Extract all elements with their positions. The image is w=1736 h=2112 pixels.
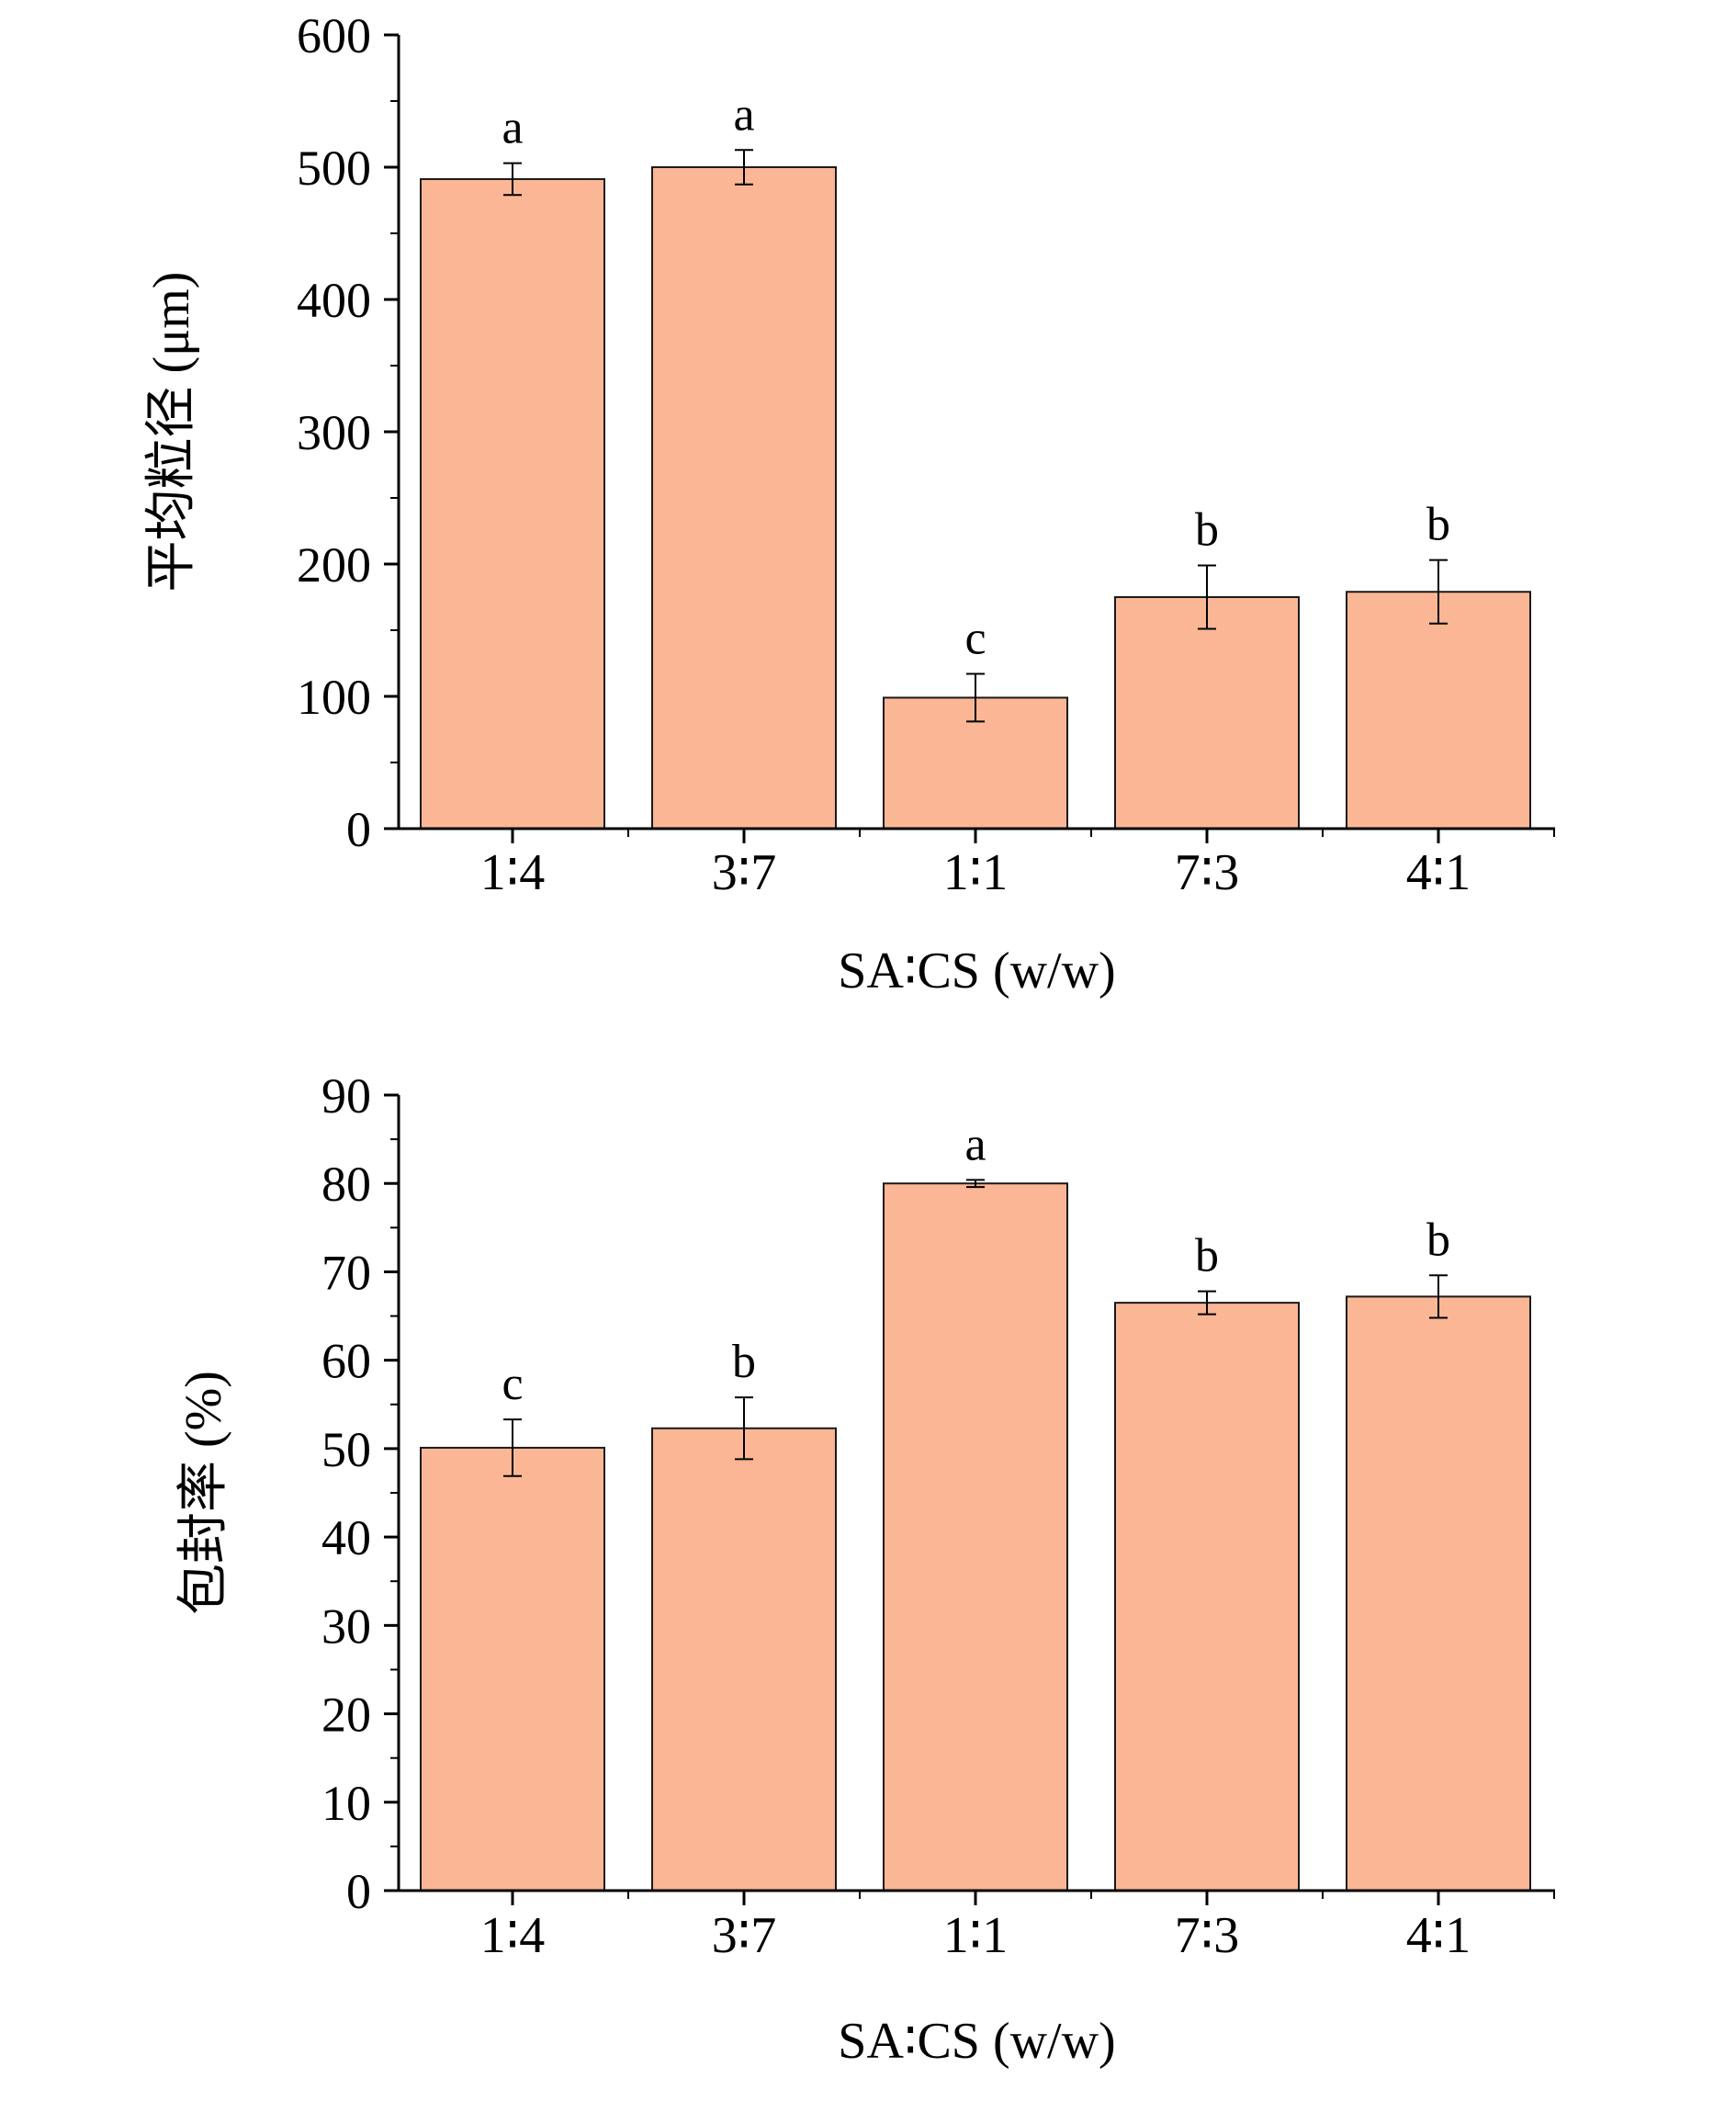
y-tick-label-0: 0 — [346, 1864, 371, 1919]
bar-4 — [1346, 591, 1531, 830]
y-tick-label-5: 50 — [321, 1422, 371, 1477]
x-tick-label-4: 4∶1 — [1406, 844, 1471, 901]
x-tick-label-1: 3∶7 — [712, 844, 777, 901]
y-tick-label-3: 300 — [297, 405, 371, 460]
significance-letter-4: b — [1426, 1214, 1450, 1266]
error-bar-2 — [966, 1179, 985, 1189]
y-tick-label-0: 0 — [346, 802, 371, 857]
significance-letter-3: b — [1195, 503, 1219, 556]
error-bar-0 — [503, 162, 522, 197]
x-tick-label-1: 3∶7 — [712, 1907, 777, 1964]
y-axis-title: 平均粒径 (μm) — [143, 272, 200, 593]
significance-letter-0: a — [502, 102, 523, 154]
significance-letter-1: a — [733, 88, 754, 141]
y-tick-label-6: 600 — [297, 8, 371, 63]
bar-3 — [1114, 1302, 1300, 1892]
y-tick-label-1: 10 — [321, 1776, 371, 1831]
particle-size-chart: a a c b b 0 100 200 300 400 500 600 1∶4 3∶7 1∶1 7∶3 4∶1 S… — [143, 8, 1555, 1000]
x-tick-label-0: 1∶4 — [480, 844, 546, 901]
x-tick-label-2: 1∶1 — [943, 1907, 1009, 1964]
y-tick-label-7: 70 — [321, 1245, 371, 1300]
y-tick-label-2: 200 — [297, 537, 371, 593]
x-tick-label-0: 1∶4 — [480, 1907, 546, 1964]
y-tick-label-9: 90 — [321, 1068, 371, 1124]
y-tick-label-5: 500 — [297, 141, 371, 196]
significance-letter-1: b — [732, 1336, 756, 1388]
x-axis-title: SA∶CS (w/w) — [838, 2013, 1115, 2070]
bar-2 — [883, 1182, 1068, 1892]
x-tick-label-3: 7∶3 — [1175, 844, 1240, 901]
error-bar-3 — [1198, 564, 1216, 630]
significance-letter-4: b — [1426, 499, 1450, 551]
y-tick-label-3: 30 — [321, 1598, 371, 1654]
significance-letter-2: c — [964, 613, 986, 665]
y-tick-label-1: 100 — [297, 670, 371, 725]
y-tick-label-2: 20 — [321, 1688, 371, 1743]
error-bar-2 — [966, 672, 985, 723]
error-bar-4 — [1429, 1274, 1448, 1319]
error-bar-0 — [503, 1418, 522, 1477]
x-tick-label-2: 1∶1 — [943, 844, 1009, 901]
x-tick-label-3: 7∶3 — [1175, 1907, 1240, 1964]
significance-letter-2: a — [964, 1118, 986, 1170]
y-tick-label-8: 80 — [321, 1157, 371, 1212]
bar-1 — [651, 166, 837, 830]
bar-3 — [1114, 596, 1300, 830]
x-axis-title: SA∶CS (w/w) — [838, 943, 1115, 1000]
bar-1 — [651, 1427, 837, 1892]
y-tick-label-4: 400 — [297, 273, 371, 328]
error-bar-1 — [735, 1396, 753, 1461]
error-bar-1 — [735, 149, 753, 186]
bar-0 — [420, 1446, 605, 1892]
x-tick-label-4: 4∶1 — [1406, 1907, 1471, 1964]
y-tick-label-4: 40 — [321, 1510, 371, 1565]
significance-letter-0: c — [502, 1358, 523, 1410]
significance-letter-3: b — [1195, 1230, 1219, 1282]
y-axis-title: 包封率 (%) — [175, 1371, 232, 1615]
error-bar-3 — [1198, 1290, 1216, 1316]
bar-4 — [1346, 1295, 1531, 1892]
y-tick-label-6: 60 — [321, 1334, 371, 1389]
error-bar-4 — [1429, 559, 1448, 625]
bar-0 — [420, 177, 605, 830]
encapsulation-efficiency-chart: c b a b b 0 10 20 30 40 50 60 70 80 90 1∶4 3∶7 1∶1 7∶3 4∶1 S… — [175, 1068, 1555, 2070]
